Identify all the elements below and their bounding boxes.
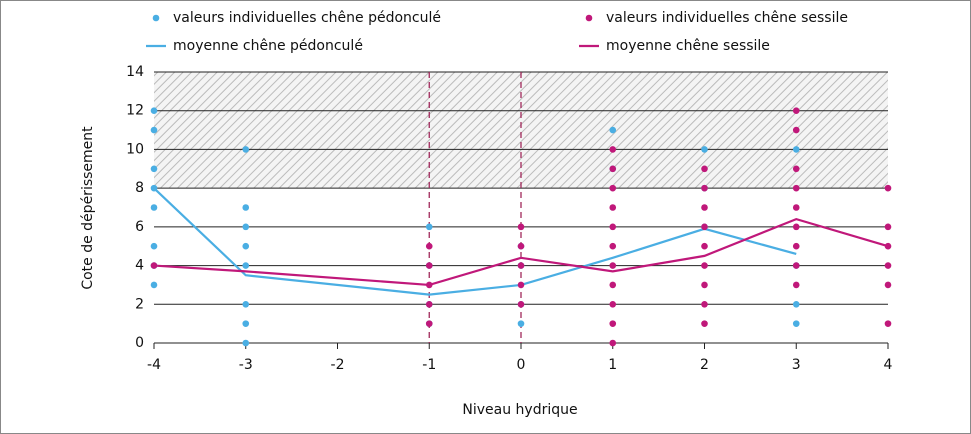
point <box>701 165 708 173</box>
point <box>150 126 158 134</box>
point <box>150 204 158 211</box>
y-tick-label: 8 <box>135 180 144 196</box>
y-tick-label: 4 <box>135 258 144 274</box>
point <box>609 262 617 269</box>
point <box>609 242 617 250</box>
point <box>242 146 250 153</box>
x-tick-label: 0 <box>517 357 526 373</box>
point <box>884 223 892 231</box>
point <box>150 262 158 269</box>
y-tick-label: 6 <box>135 219 144 235</box>
point <box>609 146 617 153</box>
y-axis-label: Cote de dépérissement <box>80 126 96 290</box>
point <box>792 262 800 269</box>
point <box>884 242 892 250</box>
point <box>150 165 158 173</box>
point <box>609 320 617 327</box>
point <box>609 126 617 134</box>
point <box>884 320 892 327</box>
point <box>701 223 708 231</box>
x-tick-label: 4 <box>884 357 893 373</box>
point <box>701 262 708 269</box>
point <box>425 320 433 327</box>
point <box>242 242 250 250</box>
y-tick-label: 2 <box>135 296 144 312</box>
point <box>609 184 617 192</box>
point <box>609 223 617 231</box>
x-axis-label: Niveau hydrique <box>462 402 577 418</box>
y-tick-label: 0 <box>135 335 144 351</box>
x-tick-label: -1 <box>422 357 436 373</box>
point <box>884 184 892 192</box>
legend-marker <box>585 14 593 22</box>
point <box>150 184 158 192</box>
point <box>242 223 250 231</box>
point <box>792 242 800 250</box>
point <box>425 262 433 269</box>
y-tick-label: 14 <box>126 64 144 80</box>
point <box>884 262 892 269</box>
legend-label: moyenne chêne sessile <box>606 38 770 54</box>
point <box>792 223 800 231</box>
point <box>150 242 158 250</box>
point <box>425 281 433 289</box>
point <box>517 223 525 231</box>
point <box>701 281 708 289</box>
y-tick-label: 10 <box>126 141 144 157</box>
point <box>609 300 617 308</box>
point <box>701 184 708 192</box>
y-tick-label: 12 <box>126 103 144 119</box>
point <box>425 242 433 250</box>
point <box>242 300 250 308</box>
point <box>609 165 617 173</box>
point <box>609 339 617 347</box>
point <box>792 204 800 211</box>
legend-marker <box>152 14 160 22</box>
shaded-band <box>154 72 888 189</box>
x-tick-label: 1 <box>608 357 617 373</box>
point <box>701 146 708 153</box>
point <box>150 281 158 289</box>
point <box>517 262 525 269</box>
x-tick-label: -4 <box>147 357 161 373</box>
point <box>701 242 708 250</box>
point <box>242 204 250 211</box>
point <box>425 300 433 308</box>
point <box>517 320 525 327</box>
point <box>517 300 525 308</box>
x-tick-label: 2 <box>700 357 709 373</box>
point <box>792 281 800 289</box>
legend-label: valeurs individuelles chêne sessile <box>606 10 848 26</box>
legend-label: valeurs individuelles chêne pédonculé <box>173 10 441 26</box>
point <box>242 339 250 347</box>
point <box>792 320 800 327</box>
x-tick-label: 3 <box>792 357 801 373</box>
point <box>792 107 800 115</box>
point <box>792 146 800 153</box>
point <box>150 107 158 115</box>
point <box>609 204 617 211</box>
point <box>792 300 800 308</box>
mean-line <box>153 187 797 296</box>
legend-label: moyenne chêne pédonculé <box>173 38 363 54</box>
point <box>242 262 250 269</box>
point <box>701 204 708 211</box>
point <box>425 223 433 231</box>
point <box>517 242 525 250</box>
x-tick-label: -3 <box>239 357 253 373</box>
mean-line <box>153 217 889 287</box>
point <box>792 184 800 192</box>
point <box>701 320 708 327</box>
point <box>792 126 800 134</box>
point <box>517 281 525 289</box>
point <box>242 320 250 327</box>
point <box>609 281 617 289</box>
x-tick-label: -2 <box>331 357 345 373</box>
point <box>701 300 708 308</box>
point <box>792 165 800 173</box>
point <box>884 281 892 289</box>
